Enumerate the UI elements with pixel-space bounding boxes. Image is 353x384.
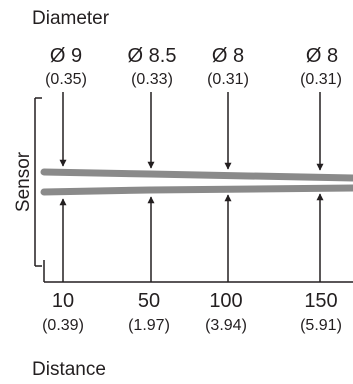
- distance-inch-value: (0.39): [42, 317, 84, 334]
- diameter-inch-value: (0.31): [207, 71, 249, 88]
- diameter-title: Diameter: [32, 8, 110, 29]
- sensor-label: Sensor: [13, 151, 34, 212]
- beam-lower-edge: [40, 184, 353, 196]
- diameter-value: Ø 8.5: [128, 45, 177, 67]
- distance-inch-value: (5.91): [300, 317, 342, 334]
- station-100: Ø 8 (0.31) 100 (3.94): [205, 45, 249, 334]
- diameter-value: Ø 9: [50, 45, 82, 67]
- distance-title: Distance: [32, 359, 106, 380]
- diameter-inch-value: (0.33): [131, 71, 173, 88]
- diameter-inch-value: (0.31): [300, 71, 342, 88]
- station-10: Ø 9 (0.35) 10 (0.39): [42, 45, 87, 334]
- diameter-inch-value: (0.35): [45, 71, 87, 88]
- station-150: Ø 8 (0.31) 150 (5.91): [300, 45, 342, 334]
- distance-value: 50: [138, 290, 160, 312]
- station-50: Ø 8.5 (0.33) 50 (1.97): [128, 45, 177, 334]
- distance-inch-value: (3.94): [205, 317, 247, 334]
- distance-value: 150: [304, 290, 337, 312]
- distance-value: 10: [52, 290, 74, 312]
- beam-upper-edge: [40, 168, 353, 182]
- diameter-value: Ø 8: [306, 45, 338, 67]
- diameter-value: Ø 8: [212, 45, 244, 67]
- distance-inch-value: (1.97): [128, 317, 170, 334]
- distance-value: 100: [209, 290, 242, 312]
